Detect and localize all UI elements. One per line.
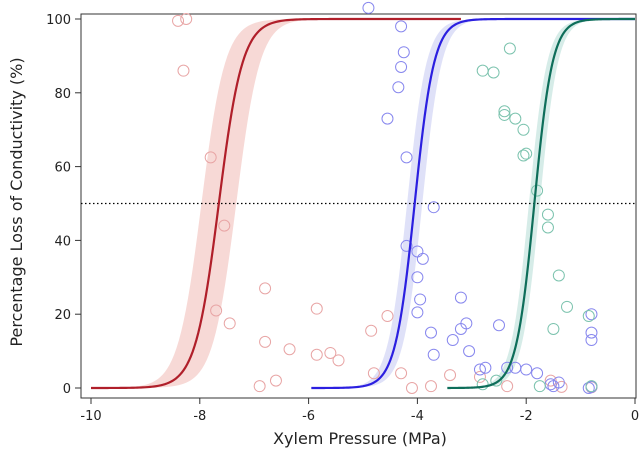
x-tick-label: 0	[631, 409, 639, 424]
data-point-series-3	[487, 66, 500, 79]
data-point-series-1	[204, 151, 217, 164]
data-point-series-3	[561, 300, 573, 313]
data-point-series-1	[253, 380, 266, 393]
data-point-series-1	[444, 369, 457, 382]
data-point-series-1	[425, 380, 437, 393]
data-point-series-3	[490, 374, 503, 387]
fit-curve-series-3	[447, 17, 635, 390]
data-point-series-1	[310, 348, 323, 361]
data-point-series-1	[473, 370, 486, 383]
data-point-series-1	[180, 13, 193, 25]
data-point-series-1	[310, 302, 323, 315]
data-point-series-2	[362, 1, 375, 14]
data-point-series-2	[395, 20, 408, 33]
y-tick-label: 40	[54, 234, 71, 249]
data-point-series-2	[392, 81, 405, 94]
data-point-series-1	[259, 282, 272, 295]
data-point-series-2	[520, 363, 533, 376]
x-tick-label: -10	[80, 409, 101, 424]
fit-curve-series-1	[91, 17, 461, 390]
x-tick-label: -4	[411, 409, 424, 424]
y-tick-label: 20	[54, 308, 71, 323]
data-point-series-2	[425, 326, 437, 339]
data-point-series-1	[324, 346, 337, 359]
data-point-series-1	[218, 219, 231, 232]
data-point-series-3	[476, 378, 489, 391]
data-point-series-3	[509, 112, 522, 125]
data-point-series-3	[547, 322, 560, 335]
data-point-series-1	[210, 304, 223, 317]
data-point-series-2	[381, 112, 394, 125]
data-point-series-3	[541, 221, 554, 234]
data-point-series-3	[552, 269, 565, 282]
data-point-series-2	[411, 271, 424, 284]
data-point-series-2	[479, 361, 492, 374]
data-point-series-2	[463, 345, 476, 358]
data-point-series-3	[498, 105, 511, 118]
data-point-series-3	[476, 64, 489, 77]
data-point-series-2	[400, 151, 413, 164]
data-point-series-1	[223, 317, 236, 330]
data-point-series-2	[454, 322, 467, 335]
data-point-series-1	[269, 374, 282, 387]
data-point-series-2	[585, 334, 598, 347]
x-axis-label: Xylem Pressure (MPa)	[273, 429, 447, 448]
data-point-series-3	[582, 310, 595, 323]
data-point-series-1	[365, 324, 378, 337]
data-point-series-3	[517, 123, 530, 136]
data-point-series-2	[531, 367, 544, 380]
y-tick-label: 60	[54, 161, 71, 176]
data-point-series-1	[177, 64, 190, 77]
fit-curve-series-2	[311, 17, 635, 390]
y-tick-label: 80	[54, 87, 71, 102]
data-point-series-1	[332, 354, 345, 367]
data-point-series-1	[501, 380, 514, 393]
data-point-series-2	[501, 361, 514, 374]
data-point-series-1	[381, 310, 394, 323]
data-point-series-2	[446, 334, 459, 347]
y-tick-label: 100	[46, 13, 71, 28]
data-point-series-2	[411, 306, 424, 319]
data-point-series-2	[547, 380, 560, 393]
data-point-series-2	[397, 46, 410, 59]
data-point-series-2	[473, 363, 486, 376]
data-point-series-1	[172, 14, 185, 27]
data-point-series-3	[585, 380, 598, 393]
y-axis-label: Percentage Loss of Conductivity (%)	[7, 57, 26, 346]
data-point-series-2	[454, 291, 467, 304]
data-point-series-1	[405, 382, 418, 394]
data-point-series-3	[517, 149, 530, 162]
data-point-series-2	[416, 252, 429, 265]
data-point-series-1	[395, 367, 408, 380]
plot-area: -10 -8 -6 -4 -2 0 0 20 40 60 80 100	[46, 1, 639, 424]
data-point-series-2	[585, 326, 598, 339]
data-point-series-2	[395, 60, 408, 73]
data-point-series-2	[400, 239, 413, 252]
y-tick-label: 0	[63, 382, 71, 397]
data-point-series-3	[541, 208, 554, 221]
data-point-series-2	[427, 348, 440, 361]
data-point-series-3	[503, 42, 516, 55]
data-point-series-1	[283, 343, 296, 356]
data-point-series-1	[367, 367, 380, 380]
data-point-series-3	[498, 108, 511, 121]
data-point-series-2	[427, 201, 440, 214]
data-point-series-3	[520, 147, 533, 160]
data-point-series-1	[259, 335, 272, 348]
data-point-series-2	[582, 382, 595, 394]
x-tick-label: -6	[302, 409, 315, 424]
data-point-series-2	[414, 293, 427, 306]
x-tick-label: -2	[520, 409, 533, 424]
data-point-series-2	[493, 319, 505, 332]
data-point-series-1	[544, 374, 557, 387]
data-point-series-3	[533, 380, 546, 393]
plot-frame	[80, 13, 637, 399]
data-point-series-2	[585, 308, 598, 321]
x-tick-label: -8	[193, 409, 206, 424]
